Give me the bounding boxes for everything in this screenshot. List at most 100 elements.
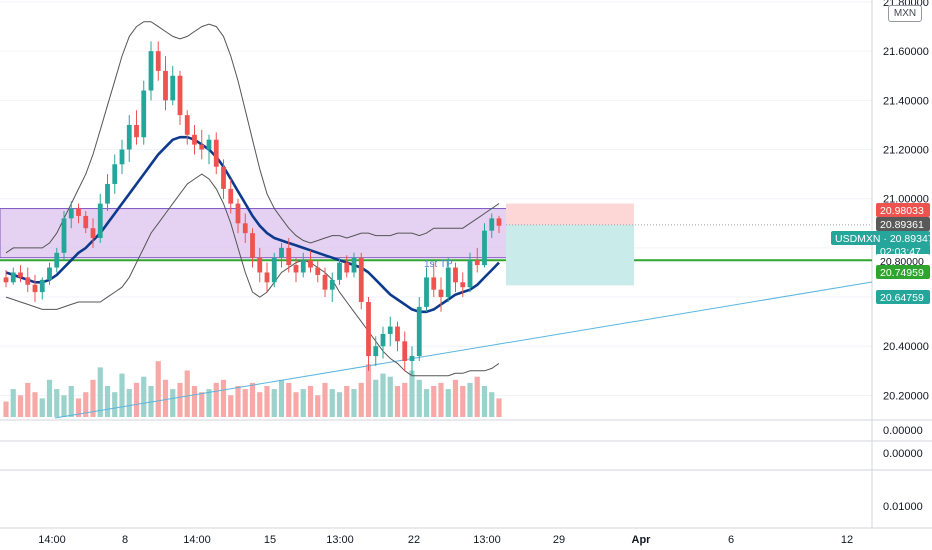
volume-bar [46, 379, 53, 417]
volume-bar [467, 382, 473, 417]
volume-bar [257, 392, 263, 417]
indicator-tick-label: 0.00000 [883, 448, 923, 460]
price-tick-label: 20.20000 [883, 390, 929, 402]
volume-bar [54, 389, 60, 417]
volume-bar [358, 382, 364, 417]
candle-body [250, 233, 255, 258]
candle-body [489, 218, 495, 231]
ascending-trendline [54, 281, 873, 419]
price-tick-label: 20.40000 [883, 341, 929, 353]
volume-bar [416, 379, 422, 417]
time-axis[interactable]: 14:00 8 14:00 15 13:00 22 13:00 29 Apr 6 12 [38, 534, 853, 546]
volume-bar [452, 379, 459, 417]
currency-label[interactable]: MXN [888, 5, 922, 22]
candle-body [61, 218, 67, 253]
volume-bar [329, 389, 335, 417]
candle-body [134, 124, 139, 138]
price-tag-bg [876, 217, 930, 231]
bollinger-bands [5, 21, 500, 377]
volume-bar [496, 398, 502, 417]
candle-body [387, 326, 393, 334]
volume-bar [300, 389, 306, 417]
volume-bar [481, 386, 488, 417]
price-tag-label: 20.74959 [880, 267, 924, 279]
volume-bar [409, 370, 415, 417]
candle-body [351, 257, 357, 273]
candle-body [155, 51, 161, 71]
price-tick-label: 21.80000 [883, 0, 929, 9]
candle-body [474, 260, 480, 266]
annotations: 1st TP [424, 259, 453, 270]
volume-bar [199, 392, 205, 417]
volume-bar [394, 386, 401, 417]
stop-loss-area [506, 203, 634, 225]
volume-bar [220, 379, 227, 417]
candle-body [315, 267, 321, 275]
price-tag-label: 20.98033 [880, 205, 924, 217]
candle-body [10, 272, 16, 283]
volume-bar [373, 379, 379, 417]
volume-bar [351, 389, 357, 417]
volume-bar [365, 364, 372, 417]
time-tick-label: 6 [728, 534, 734, 546]
candle-body [83, 215, 89, 229]
candle-body [242, 223, 248, 234]
candle-body [105, 183, 110, 204]
price-tag-label: USDMXN · 20.89347 [835, 233, 932, 245]
candle-body [337, 262, 342, 280]
trendline [54, 281, 873, 419]
candle-body [199, 144, 205, 150]
price-tag-bg [831, 231, 930, 245]
volume-bar [242, 389, 248, 417]
upper-band [5, 21, 500, 254]
volume-bar [155, 361, 161, 417]
candle-body [482, 230, 487, 266]
candle-body [112, 164, 118, 184]
candle-body [257, 257, 263, 273]
candle-body [329, 279, 335, 290]
candle-body [235, 203, 241, 224]
candle-body [438, 289, 444, 298]
candle-body [47, 267, 52, 280]
candle-body [358, 257, 364, 302]
volume-bar [213, 382, 219, 417]
volume-bar [423, 389, 430, 417]
volume-bar [228, 395, 234, 417]
candle-body [264, 272, 270, 283]
volume-bar [387, 376, 393, 417]
volume-bar [438, 382, 444, 417]
price-tag-bg [876, 290, 930, 304]
price-tick-label: 21.00000 [883, 194, 929, 206]
volume-bar [61, 395, 67, 417]
volume-bar [10, 389, 16, 417]
volume-bar [119, 373, 125, 417]
time-tick-label: 14:00 [183, 534, 211, 546]
candle-body [293, 265, 299, 273]
candle-body [373, 346, 379, 357]
price-axis[interactable]: 21.80000 21.60000 21.40000 21.20000 21.00000… [883, 0, 929, 513]
volume-bar [293, 392, 299, 417]
candle-body [322, 274, 328, 290]
candle-body [279, 247, 284, 258]
volume-bars [3, 361, 502, 417]
candle-body [445, 267, 451, 298]
volume-bar [315, 395, 321, 417]
candle-body [460, 282, 466, 288]
volume-bar [177, 382, 183, 417]
candlesticks[interactable] [3, 41, 502, 376]
candle-body [366, 301, 371, 357]
price-tag-label: 20.64759 [880, 292, 924, 304]
candle-body [25, 277, 31, 285]
candle-body [76, 208, 81, 216]
candle-body [213, 139, 219, 167]
volume-bar [322, 382, 328, 417]
take-profit-area [506, 224, 634, 286]
candle-body [32, 284, 38, 293]
position-tool[interactable] [506, 203, 872, 286]
candle-body [228, 188, 234, 204]
volume-bar [83, 392, 89, 417]
candle-body [68, 208, 74, 219]
volume-bar [141, 376, 147, 417]
